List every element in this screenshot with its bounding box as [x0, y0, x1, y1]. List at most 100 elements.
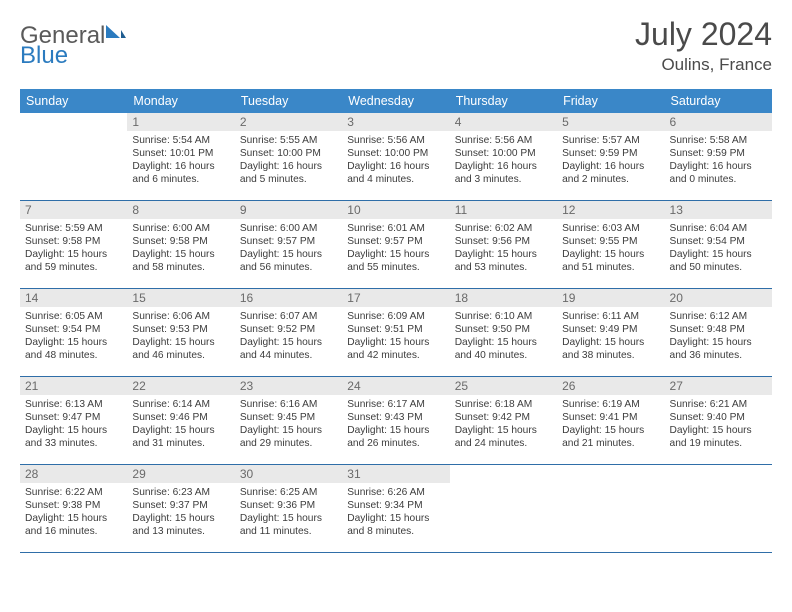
day-details: Sunrise: 6:03 AMSunset: 9:55 PMDaylight:…: [557, 219, 664, 279]
day-number: 2: [235, 113, 342, 131]
weekday-header: Thursday: [450, 89, 557, 113]
calendar-day-cell: [20, 113, 127, 201]
day-detail-line: and 4 minutes.: [347, 173, 444, 186]
day-number: 15: [127, 289, 234, 307]
day-number: 31: [342, 465, 449, 483]
calendar-day-cell: 4Sunrise: 5:56 AMSunset: 10:00 PMDayligh…: [450, 113, 557, 201]
calendar-day-cell: 11Sunrise: 6:02 AMSunset: 9:56 PMDayligh…: [450, 201, 557, 289]
day-number: 14: [20, 289, 127, 307]
calendar-day-cell: 5Sunrise: 5:57 AMSunset: 9:59 PMDaylight…: [557, 113, 664, 201]
day-detail-line: Sunrise: 6:04 AM: [670, 222, 767, 235]
day-detail-line: Sunset: 9:45 PM: [240, 411, 337, 424]
day-detail-line: and 5 minutes.: [240, 173, 337, 186]
day-detail-line: Daylight: 16 hours: [670, 160, 767, 173]
day-number: 4: [450, 113, 557, 131]
day-detail-line: and 26 minutes.: [347, 437, 444, 450]
day-detail-line: Sunset: 9:53 PM: [132, 323, 229, 336]
day-details: Sunrise: 6:16 AMSunset: 9:45 PMDaylight:…: [235, 395, 342, 455]
day-number: 29: [127, 465, 234, 483]
month-title: July 2024: [635, 18, 772, 52]
day-detail-line: Daylight: 15 hours: [132, 248, 229, 261]
day-detail-line: Sunset: 9:54 PM: [25, 323, 122, 336]
calendar-day-cell: 13Sunrise: 6:04 AMSunset: 9:54 PMDayligh…: [665, 201, 772, 289]
day-detail-line: and 36 minutes.: [670, 349, 767, 362]
calendar-day-cell: 25Sunrise: 6:18 AMSunset: 9:42 PMDayligh…: [450, 377, 557, 465]
day-detail-line: Daylight: 15 hours: [132, 512, 229, 525]
day-detail-line: Sunset: 9:54 PM: [670, 235, 767, 248]
day-number: 3: [342, 113, 449, 131]
calendar-week-row: 1Sunrise: 5:54 AMSunset: 10:01 PMDayligh…: [20, 113, 772, 201]
logo-sail-icon: [106, 24, 126, 44]
day-detail-line: Daylight: 15 hours: [347, 512, 444, 525]
day-detail-line: Daylight: 15 hours: [347, 424, 444, 437]
calendar-day-cell: 14 Sunrise: 6:05 AMSunset: 9:54 PMDayligh…: [20, 289, 127, 377]
day-detail-line: Daylight: 15 hours: [240, 424, 337, 437]
calendar-day-cell: 10Sunrise: 6:01 AMSunset: 9:57 PMDayligh…: [342, 201, 449, 289]
day-detail-line: Sunset: 9:58 PM: [25, 235, 122, 248]
day-details: Sunrise: 6:00 AMSunset: 9:57 PMDaylight:…: [235, 219, 342, 279]
calendar-day-cell: [557, 465, 664, 553]
day-number: 20: [665, 289, 772, 307]
day-detail-line: Sunset: 9:47 PM: [25, 411, 122, 424]
logo: General Blue: [20, 18, 126, 72]
day-detail-line: Sunset: 9:51 PM: [347, 323, 444, 336]
calendar-day-cell: 30Sunrise: 6:25 AMSunset: 9:36 PMDayligh…: [235, 465, 342, 553]
day-detail-line: Sunset: 9:52 PM: [240, 323, 337, 336]
weekday-header: Wednesday: [342, 89, 449, 113]
day-details: Sunrise: 6:23 AMSunset: 9:37 PMDaylight:…: [127, 483, 234, 543]
day-detail-line: Sunset: 9:37 PM: [132, 499, 229, 512]
day-detail-line: Sunrise: 5:56 AM: [455, 134, 552, 147]
day-detail-line: Sunset: 10:00 PM: [347, 147, 444, 160]
day-detail-line: Daylight: 15 hours: [240, 248, 337, 261]
day-detail-line: Daylight: 15 hours: [25, 336, 122, 349]
day-detail-line: Sunrise: 6:18 AM: [455, 398, 552, 411]
weekday-header: Tuesday: [235, 89, 342, 113]
day-detail-line: Sunset: 9:56 PM: [455, 235, 552, 248]
day-detail-line: and 50 minutes.: [670, 261, 767, 274]
location: Oulins, France: [635, 55, 772, 75]
day-detail-line: Daylight: 15 hours: [240, 512, 337, 525]
day-detail-line: Sunrise: 6:00 AM: [132, 222, 229, 235]
day-detail-line: Sunset: 9:41 PM: [562, 411, 659, 424]
day-number: 21: [20, 377, 127, 395]
calendar-day-cell: 22Sunrise: 6:14 AMSunset: 9:46 PMDayligh…: [127, 377, 234, 465]
day-detail-line: Sunrise: 6:09 AM: [347, 310, 444, 323]
day-detail-line: and 16 minutes.: [25, 525, 122, 538]
calendar-day-cell: 7Sunrise: 5:59 AMSunset: 9:58 PMDaylight…: [20, 201, 127, 289]
day-number: 7: [20, 201, 127, 219]
day-number-bar-empty: [665, 465, 772, 483]
day-number: 23: [235, 377, 342, 395]
day-detail-line: Sunrise: 5:54 AM: [132, 134, 229, 147]
day-detail-line: and 55 minutes.: [347, 261, 444, 274]
day-detail-line: Daylight: 16 hours: [562, 160, 659, 173]
calendar-week-row: 28Sunrise: 6:22 AMSunset: 9:38 PMDayligh…: [20, 465, 772, 553]
day-details: Sunrise: 5:56 AMSunset: 10:00 PMDaylight…: [342, 131, 449, 191]
day-detail-line: and 38 minutes.: [562, 349, 659, 362]
calendar-day-cell: 21Sunrise: 6:13 AMSunset: 9:47 PMDayligh…: [20, 377, 127, 465]
day-details: Sunrise: 6:02 AMSunset: 9:56 PMDaylight:…: [450, 219, 557, 279]
day-details: Sunrise: 6:21 AMSunset: 9:40 PMDaylight:…: [665, 395, 772, 455]
day-detail-line: and 3 minutes.: [455, 173, 552, 186]
day-detail-line: Sunset: 9:49 PM: [562, 323, 659, 336]
day-detail-line: and 29 minutes.: [240, 437, 337, 450]
day-detail-line: Sunset: 9:50 PM: [455, 323, 552, 336]
calendar-day-cell: 27Sunrise: 6:21 AMSunset: 9:40 PMDayligh…: [665, 377, 772, 465]
day-detail-line: and 59 minutes.: [25, 261, 122, 274]
day-detail-line: Sunset: 9:59 PM: [562, 147, 659, 160]
day-detail-line: and 48 minutes.: [25, 349, 122, 362]
day-number: 8: [127, 201, 234, 219]
day-detail-line: Daylight: 15 hours: [455, 336, 552, 349]
day-number: 11: [450, 201, 557, 219]
logo-text: General Blue: [20, 24, 126, 72]
calendar-day-cell: 31Sunrise: 6:26 AMSunset: 9:34 PMDayligh…: [342, 465, 449, 553]
day-details: Sunrise: 6:17 AMSunset: 9:43 PMDaylight:…: [342, 395, 449, 455]
day-detail-line: Sunset: 9:48 PM: [670, 323, 767, 336]
day-details: Sunrise: 6:18 AMSunset: 9:42 PMDaylight:…: [450, 395, 557, 455]
day-detail-line: Sunset: 9:42 PM: [455, 411, 552, 424]
calendar-week-row: 7Sunrise: 5:59 AMSunset: 9:58 PMDaylight…: [20, 201, 772, 289]
day-details: Sunrise: 6:14 AMSunset: 9:46 PMDaylight:…: [127, 395, 234, 455]
day-detail-line: and 31 minutes.: [132, 437, 229, 450]
calendar-week-row: 14Sunrise: 6:05 AMSunset: 9:54 PMDayligh…: [20, 289, 772, 377]
day-detail-line: Sunrise: 6:05 AM: [25, 310, 122, 323]
day-detail-line: and 21 minutes.: [562, 437, 659, 450]
